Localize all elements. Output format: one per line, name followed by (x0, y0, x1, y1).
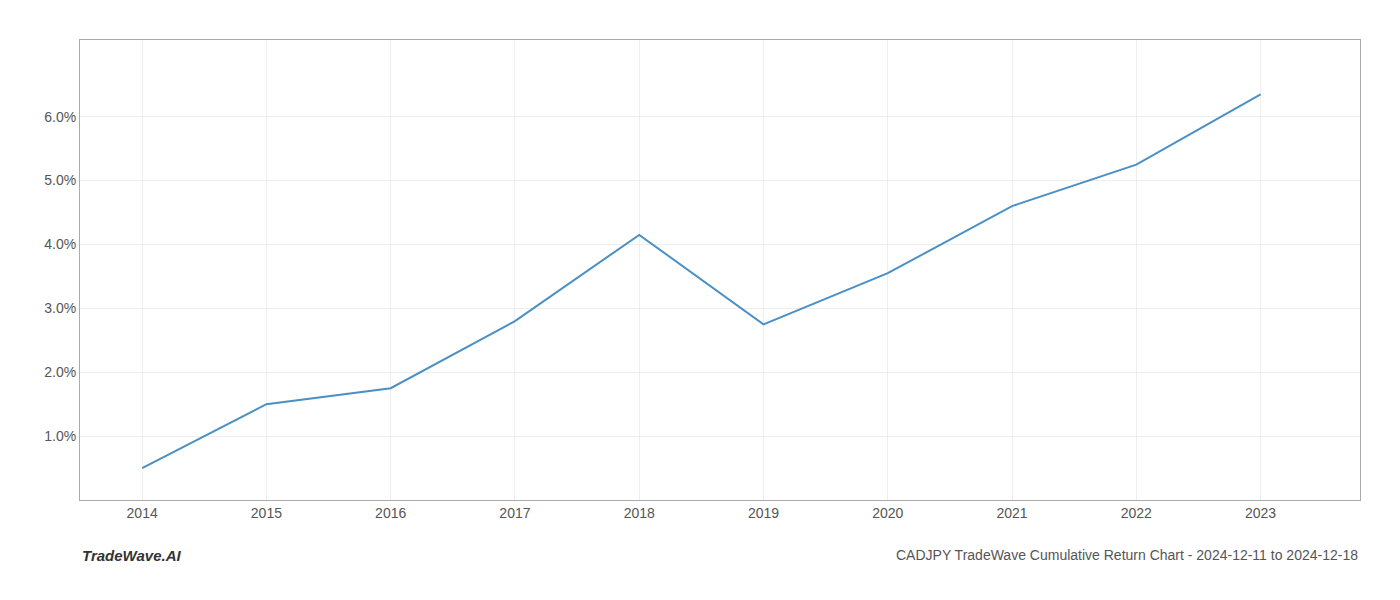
svg-text:CADJPY TradeWave Cumulative Re: CADJPY TradeWave Cumulative Return Chart… (896, 547, 1358, 563)
svg-text:4.0%: 4.0% (44, 236, 76, 252)
svg-text:2018: 2018 (624, 505, 655, 521)
svg-text:3.0%: 3.0% (44, 300, 76, 316)
svg-text:2019: 2019 (748, 505, 779, 521)
svg-text:2022: 2022 (1121, 505, 1152, 521)
svg-text:2017: 2017 (499, 505, 530, 521)
svg-text:2020: 2020 (872, 505, 903, 521)
svg-text:1.0%: 1.0% (44, 428, 76, 444)
svg-text:TradeWave.AI: TradeWave.AI (82, 547, 181, 564)
svg-text:2.0%: 2.0% (44, 364, 76, 380)
svg-text:2021: 2021 (996, 505, 1027, 521)
svg-text:2015: 2015 (251, 505, 282, 521)
svg-text:2023: 2023 (1245, 505, 1276, 521)
svg-text:2016: 2016 (375, 505, 406, 521)
svg-text:5.0%: 5.0% (44, 172, 76, 188)
svg-text:2014: 2014 (127, 505, 158, 521)
svg-text:6.0%: 6.0% (44, 109, 76, 125)
